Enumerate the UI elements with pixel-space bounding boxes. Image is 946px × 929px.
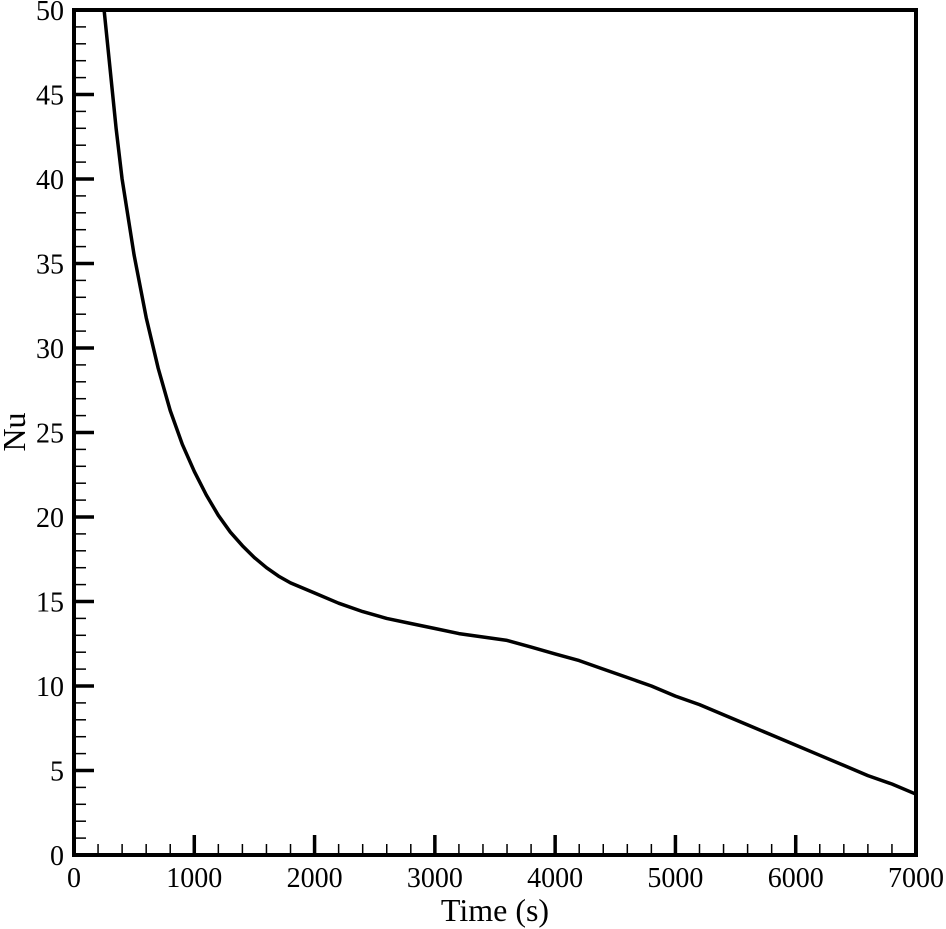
- x-tick-labels: 0 1000 2000 3000 4000 5000 6000 7000: [67, 863, 944, 894]
- x-tick-label: 5000: [647, 863, 703, 894]
- plot-frame: [72, 8, 918, 857]
- y-tick-label: 45: [36, 81, 64, 112]
- y-tick-labels: 0 5 10 15 20 25 30 35 40 45 50: [36, 0, 64, 872]
- y-tick-label: 30: [36, 334, 64, 365]
- x-major-ticks: [72, 835, 918, 855]
- y-major-ticks: [74, 8, 94, 857]
- y-tick-label: 0: [50, 841, 64, 872]
- y-axis-label: Nu: [0, 412, 32, 451]
- y-tick-label: 25: [36, 419, 64, 450]
- y-tick-label: 10: [36, 672, 64, 703]
- x-tick-label: 2000: [287, 863, 343, 894]
- x-tick-label: 6000: [768, 863, 824, 894]
- y-tick-label: 35: [36, 250, 64, 281]
- x-tick-label: 7000: [888, 863, 944, 894]
- y-tick-label: 15: [36, 588, 64, 619]
- y-tick-label: 5: [50, 757, 64, 788]
- x-tick-label: 3000: [407, 863, 463, 894]
- x-tick-label: 4000: [527, 863, 583, 894]
- data-line-nu: [102, 8, 918, 796]
- x-tick-label: 0: [67, 863, 81, 894]
- y-tick-label: 20: [36, 503, 64, 534]
- y-tick-label: 40: [36, 165, 64, 196]
- x-axis-label: Time (s): [441, 892, 549, 928]
- x-tick-label: 1000: [166, 863, 222, 894]
- y-tick-label: 50: [36, 0, 64, 27]
